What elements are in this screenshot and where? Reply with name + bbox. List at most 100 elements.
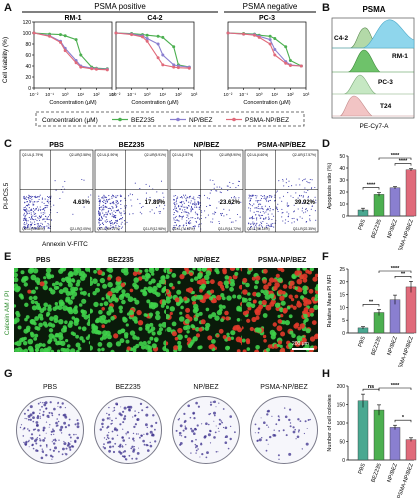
colony — [52, 449, 56, 452]
subplot-title: RM-1 — [64, 15, 81, 22]
colony — [190, 452, 192, 454]
panel-b-title: PSMA — [362, 5, 385, 14]
event-dot — [26, 211, 28, 213]
ytick-label: 0 — [342, 458, 345, 464]
xtick-label: 10⁻² — [224, 92, 233, 97]
live-cell — [209, 296, 213, 301]
scale-bar — [292, 348, 314, 350]
colony — [195, 438, 197, 441]
event-dot — [28, 194, 30, 196]
colony — [45, 407, 48, 410]
dead-cell — [107, 291, 113, 297]
live-cell — [161, 321, 168, 328]
event-dot — [31, 217, 33, 219]
event-dot — [277, 210, 279, 213]
event-dot — [209, 192, 211, 194]
event-dot — [32, 208, 35, 210]
live-cell — [78, 272, 83, 277]
event-dot — [282, 220, 284, 222]
event-dot — [186, 216, 188, 219]
quadrant-ur: Q2-UR(5.91%) — [144, 153, 166, 157]
live-cell — [223, 280, 229, 286]
data-point-psma — [288, 63, 292, 67]
event-dot — [106, 206, 108, 208]
event-dot — [212, 213, 214, 215]
colony — [74, 440, 77, 444]
event-dot — [303, 191, 305, 193]
event-dot — [47, 223, 49, 225]
event-dot — [179, 201, 181, 203]
group-positive-label: PSMA positive — [94, 2, 146, 11]
bar-np-bez — [389, 427, 401, 461]
live-cell — [230, 330, 236, 336]
event-dot — [174, 226, 176, 229]
live-cell — [134, 319, 138, 324]
event-dot — [23, 209, 25, 212]
event-dot — [185, 222, 187, 224]
event-dot — [198, 194, 200, 197]
event-dot — [100, 215, 102, 217]
colony-label-pbs: PBS — [42, 384, 57, 391]
event-dot — [24, 228, 26, 230]
live-cell — [179, 298, 184, 303]
live-cell — [23, 275, 29, 281]
flow-group-label: BEZ235 — [119, 142, 145, 149]
event-dot — [196, 206, 198, 208]
event-dot — [99, 219, 101, 221]
colony — [116, 434, 119, 436]
event-dot — [159, 199, 161, 201]
dead-cell — [209, 345, 214, 349]
event-dot — [139, 211, 141, 213]
bar-np-bez — [389, 299, 401, 334]
live-cell — [41, 343, 46, 347]
event-dot — [298, 194, 301, 196]
live-cell — [68, 320, 74, 325]
live-cell — [95, 287, 100, 293]
colony — [52, 428, 54, 430]
colony — [184, 435, 187, 439]
live-cell — [141, 275, 146, 280]
live-cell — [34, 326, 39, 330]
event-dot — [39, 216, 41, 218]
colony — [121, 445, 124, 448]
colony — [64, 426, 67, 429]
colony — [145, 443, 148, 447]
event-dot — [183, 206, 185, 208]
colony — [76, 425, 80, 429]
live-cell — [92, 278, 98, 284]
event-dot — [102, 207, 104, 209]
colony — [36, 416, 40, 420]
event-dot — [250, 197, 252, 199]
event-dot — [181, 206, 183, 208]
colony — [135, 457, 138, 460]
colony — [122, 410, 125, 413]
subplot-title: C4-2 — [147, 15, 162, 22]
live-cell — [179, 311, 183, 315]
event-dot — [25, 196, 28, 198]
colony — [114, 427, 117, 430]
live-cell — [138, 326, 143, 331]
colony — [70, 440, 72, 442]
live-cell — [272, 331, 277, 337]
colony — [38, 434, 41, 437]
micro-label-pbs: PBS — [36, 257, 51, 264]
live-cell — [121, 299, 126, 305]
dead-cell — [302, 277, 308, 283]
event-dot — [293, 221, 295, 223]
event-dot — [232, 221, 234, 223]
data-point-psma — [268, 42, 272, 46]
event-dot — [309, 218, 311, 220]
dead-cell — [252, 291, 257, 297]
dead-cell — [252, 299, 257, 304]
colony — [62, 447, 65, 451]
quadrant-lr: Q2-LR(14.72%) — [218, 227, 241, 231]
event-dot — [220, 214, 222, 216]
live-cell — [81, 339, 86, 343]
live-cell — [185, 324, 191, 330]
colony — [118, 450, 121, 454]
event-dot — [224, 200, 226, 202]
dead-cell — [207, 335, 213, 341]
colony — [99, 428, 102, 431]
